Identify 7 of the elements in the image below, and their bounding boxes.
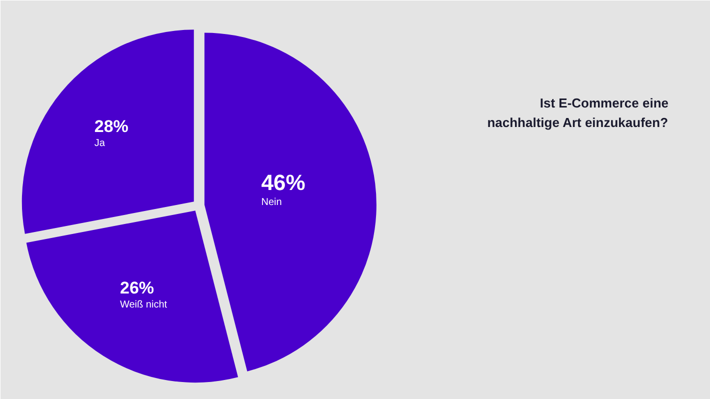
data-label: 26% xyxy=(120,278,154,298)
slice-label: Ja xyxy=(94,138,106,149)
slice-label: Nein xyxy=(261,197,282,208)
data-label: 46% xyxy=(261,170,306,196)
slice-label: Weiß nicht xyxy=(120,300,168,311)
data-label: 28% xyxy=(94,116,128,136)
text: Ist E-Commerce eine nachhaltige Art einzukaufen? xyxy=(487,96,669,130)
